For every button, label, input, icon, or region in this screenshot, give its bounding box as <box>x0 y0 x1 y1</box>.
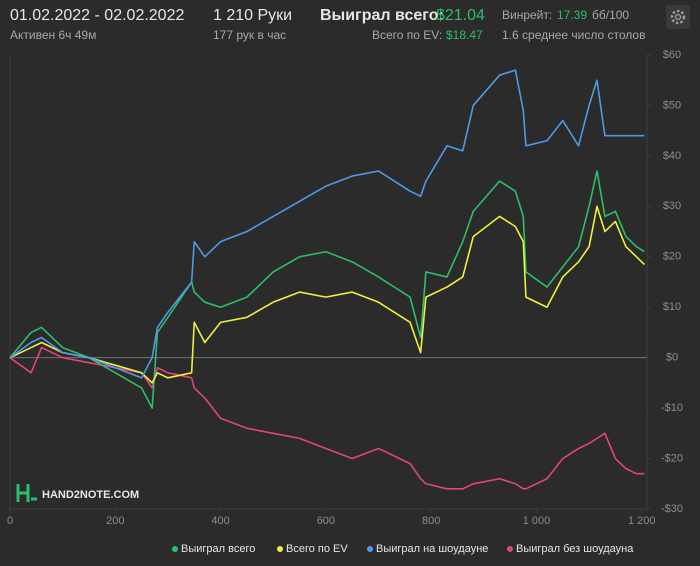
y-tick-label: $0 <box>666 352 678 364</box>
legend-dot <box>277 546 283 552</box>
y-tick-label: $30 <box>663 200 681 212</box>
winrate-label: Винрейт: <box>502 8 552 22</box>
active-time: Активен 6ч 49м <box>10 28 96 42</box>
x-tick-label: 1 200 <box>628 515 656 527</box>
hands: 1 210 Руки <box>213 7 292 24</box>
ev-value: $18.47 <box>446 28 483 42</box>
x-tick-label: 600 <box>317 515 335 527</box>
watermark-text: HAND2NOTE.COM <box>42 489 139 501</box>
ev-label: Всего по EV: <box>372 28 442 42</box>
legend-label: Выиграл без шоудауна <box>516 543 634 555</box>
series-line <box>9 170 645 409</box>
legend-item: Выиграл на шоудауне <box>367 543 488 555</box>
won-label: Выиграл всего: <box>320 7 444 24</box>
y-tick-label: -$30 <box>661 503 683 515</box>
winrate-unit: бб/100 <box>592 8 629 22</box>
won-value: $21.04 <box>436 7 485 24</box>
y-tick-label: $40 <box>663 150 681 162</box>
winrate-value: 17.39 <box>557 8 587 22</box>
hands-per-hour: 177 рук в час <box>213 28 286 42</box>
series-line <box>9 69 645 379</box>
legend-item: Всего по EV <box>277 543 348 555</box>
y-tick-label: $20 <box>663 251 681 263</box>
x-tick-label: 200 <box>106 515 124 527</box>
gear <box>670 9 686 25</box>
y-tick-label: $50 <box>663 99 681 111</box>
legend-item: Выиграл всего <box>172 543 255 555</box>
legend-dot <box>507 546 513 552</box>
date-range: 01.02.2022 - 02.02.2022 <box>10 7 184 24</box>
settings-button[interactable] <box>666 5 690 29</box>
legend-dot <box>367 546 373 552</box>
x-tick-label: 0 <box>7 515 13 527</box>
y-tick-label: $10 <box>663 301 681 313</box>
tables: 1.6 среднее число столов <box>502 28 645 42</box>
watermark-logo <box>16 484 37 502</box>
legend-label: Выиграл всего <box>181 543 255 555</box>
y-tick-label: -$20 <box>661 452 683 464</box>
gear-hub <box>674 13 682 21</box>
x-tick-label: 800 <box>422 515 440 527</box>
x-tick-label: 1 000 <box>523 515 551 527</box>
legend-item: Выиграл без шоудауна <box>507 543 634 555</box>
legend-label: Всего по EV <box>286 543 348 555</box>
y-tick-label: -$10 <box>661 402 683 414</box>
watermark: HAND2NOTE.COM <box>16 484 139 502</box>
x-tick-label: 400 <box>211 515 229 527</box>
settings-icon[interactable] <box>666 5 690 29</box>
y-tick-label: $60 <box>663 49 681 61</box>
legend-label: Выиграл на шоудауне <box>376 543 488 555</box>
legend-dot <box>172 546 178 552</box>
series-line <box>9 205 645 384</box>
